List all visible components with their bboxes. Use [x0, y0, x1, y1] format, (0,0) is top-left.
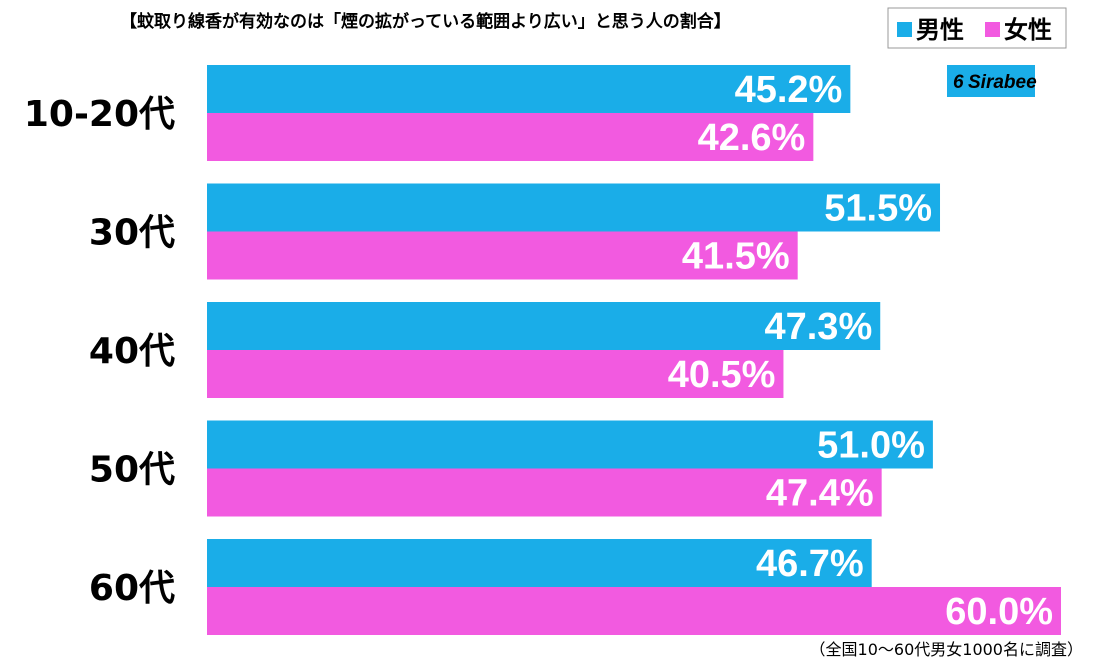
bar-male	[207, 65, 851, 113]
legend-swatch-female	[985, 22, 1000, 37]
category-label: 60代	[89, 568, 175, 609]
bar-male	[207, 302, 881, 350]
value-label-female: 47.4%	[766, 473, 874, 515]
logo-text: Sirabee	[968, 72, 1037, 93]
value-label-male: 46.7%	[756, 543, 864, 585]
bar-female	[207, 350, 784, 398]
value-label-male: 45.2%	[735, 69, 843, 111]
bar-male	[207, 420, 933, 469]
value-label-female: 42.6%	[698, 117, 806, 159]
legend-label-male: 男性	[916, 16, 964, 44]
footnote: （全国10～60代男女1000名に調査）	[810, 640, 1083, 659]
value-label-female: 41.5%	[682, 236, 790, 278]
legend-label-female: 女性	[1004, 16, 1052, 44]
value-label-male: 51.5%	[824, 188, 932, 230]
category-label: 50代	[89, 450, 175, 491]
logo-glyph: 6	[953, 72, 964, 93]
category-label: 40代	[89, 331, 175, 372]
legend-swatch-male	[897, 22, 912, 37]
value-label-female: 60.0%	[945, 591, 1053, 633]
sirabee-logo: 6 Sirabee	[947, 65, 1037, 97]
bar-female	[207, 231, 798, 280]
bar-male	[207, 539, 872, 587]
bar-female	[207, 468, 882, 517]
bar-male	[207, 183, 941, 232]
category-label: 30代	[89, 213, 175, 254]
category-label: 10-20代	[24, 94, 175, 135]
value-label-male: 51.0%	[817, 425, 925, 467]
value-label-female: 40.5%	[668, 354, 776, 396]
bar-female	[207, 113, 814, 161]
legend: 男性 女性	[887, 7, 1067, 49]
bar-female	[207, 587, 1061, 635]
chart-title: 【蚊取り線香が有効なのは「煙の拡がっている範囲より広い」と思う人の割合】	[120, 11, 731, 32]
value-label-male: 47.3%	[764, 306, 872, 348]
